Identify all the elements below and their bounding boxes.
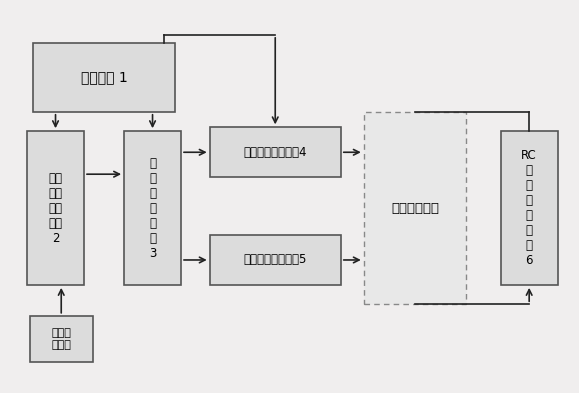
Text: 反并联晶闸管: 反并联晶闸管 <box>391 202 439 215</box>
Text: 功
率
放
大
电
路
3: 功 率 放 大 电 路 3 <box>149 156 156 259</box>
Bar <box>364 112 467 304</box>
Bar <box>210 235 341 285</box>
Text: 直流电源 1: 直流电源 1 <box>80 70 127 84</box>
Text: 第二隔离光耦电路5: 第二隔离光耦电路5 <box>244 253 307 266</box>
Bar <box>124 131 181 285</box>
Bar <box>501 131 558 285</box>
Bar <box>210 127 341 177</box>
Text: 第一隔离光耦电路4: 第一隔离光耦电路4 <box>244 146 307 159</box>
Bar <box>27 131 84 285</box>
Text: RC
缓
冲
吸
收
电
路
6: RC 缓 冲 吸 收 电 路 6 <box>521 149 537 267</box>
Text: 驱动
信号
接收
电路
2: 驱动 信号 接收 电路 2 <box>49 171 63 244</box>
Bar <box>30 316 93 362</box>
Bar <box>32 42 175 112</box>
Text: 外部控
制信号: 外部控 制信号 <box>52 328 71 350</box>
